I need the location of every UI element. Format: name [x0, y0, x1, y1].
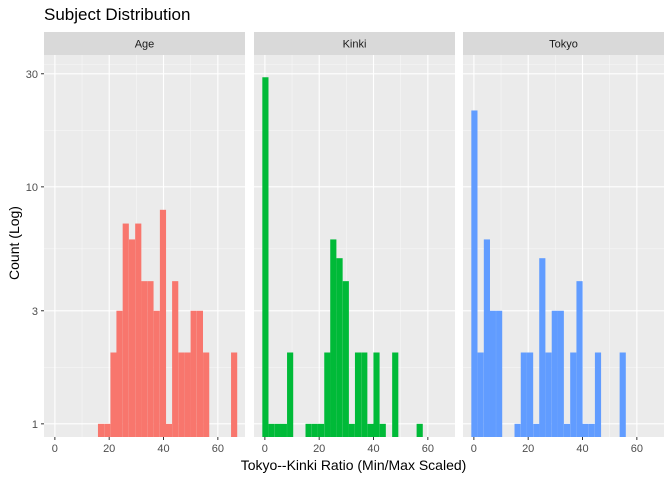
facet-strip-kinki [254, 32, 455, 55]
facet-strip-tokyo [463, 32, 664, 55]
histogram-bar-kinki [262, 77, 269, 437]
histogram-bar-kinki [354, 352, 362, 437]
y-tick-label: 1 [32, 419, 38, 431]
x-tick-label: 60 [212, 443, 224, 455]
histogram-bar-age [104, 423, 111, 437]
histogram-bar-kinki [324, 352, 331, 437]
histogram-bar-kinki [367, 423, 374, 437]
histogram-bar-tokyo [489, 310, 496, 437]
facet-panel-age: Age 0 20 40 60 [44, 32, 245, 455]
histogram-bar-age [110, 352, 117, 437]
histogram-bar-tokyo [545, 352, 552, 437]
x-tick-label: 20 [313, 443, 325, 455]
histogram-bar-age [153, 310, 160, 437]
histogram-bar-age [178, 352, 185, 437]
x-tick-label: 0 [262, 443, 268, 455]
histogram-bar-tokyo [514, 423, 521, 437]
histogram-bar-kinki [379, 423, 386, 437]
y-axis: 1 3 10 30 [26, 69, 44, 431]
x-tick-label: 40 [576, 443, 588, 455]
histogram-bar-age [116, 310, 123, 437]
chart-title: Subject Distribution [44, 5, 190, 24]
x-tick-label: 60 [631, 443, 643, 455]
histogram-bar-tokyo [496, 310, 503, 437]
facet-strip-age [44, 32, 245, 55]
histogram-bar-kinki [268, 423, 275, 437]
facet-panel-kinki: Kinki 0 20 40 60 [254, 32, 455, 455]
histogram-bar-kinki [336, 258, 343, 437]
histogram-bar-kinki [311, 423, 318, 437]
histogram-bar-age [147, 281, 154, 437]
histogram-bar-tokyo [533, 423, 540, 437]
facet-strip-label-tokyo: Tokyo [549, 39, 578, 51]
histogram-bar-kinki [330, 239, 337, 437]
histogram-bar-age [135, 223, 142, 437]
x-tick-label: 0 [471, 443, 477, 455]
histogram-bar-tokyo [477, 352, 484, 437]
facet-panels: Age 0 20 40 60 Kinki 0 20 40 60 Tokyo 0 20 40 60 [44, 32, 664, 455]
histogram-bar-age [231, 352, 238, 437]
histogram-bar-kinki [416, 423, 423, 437]
facet-strip-label-kinki: Kinki [343, 39, 367, 51]
facet-strip-label-age: Age [135, 39, 155, 51]
x-tick-label: 60 [422, 443, 434, 455]
histogram-bar-age [190, 310, 197, 437]
histogram-bar-kinki [318, 423, 325, 437]
histogram-bar-kinki [348, 423, 355, 437]
histogram-bar-kinki [342, 281, 349, 437]
histogram-bar-tokyo [563, 423, 571, 437]
histogram-bar-tokyo [471, 110, 478, 437]
panel-background-kinki [254, 55, 455, 437]
histogram-bar-age [203, 352, 210, 437]
y-tick-label: 10 [26, 182, 38, 194]
histogram-bar-age [97, 423, 105, 437]
x-tick-label: 40 [367, 443, 379, 455]
histogram-bar-kinki [392, 352, 399, 437]
histogram-bar-age [196, 310, 203, 437]
histogram-bar-age [172, 281, 179, 437]
histogram-bar-tokyo [483, 239, 490, 437]
x-axis-title: Tokyo--Kinki Ratio (Min/Max Scaled) [241, 457, 467, 473]
histogram-bar-kinki [305, 423, 312, 437]
histogram-bar-tokyo [557, 310, 564, 437]
x-tick-label: 20 [522, 443, 534, 455]
histogram-bar-kinki [280, 423, 287, 437]
x-tick-label: 0 [52, 443, 58, 455]
histogram-bar-tokyo [570, 352, 577, 437]
histogram-bar-age [184, 352, 191, 437]
x-tick-label: 20 [103, 443, 115, 455]
histogram-bar-age [165, 423, 173, 437]
x-tick-label: 40 [157, 443, 169, 455]
histogram-bar-tokyo [582, 423, 589, 437]
y-tick-label: 3 [32, 306, 38, 318]
histogram-bar-age [122, 223, 129, 437]
histogram-bar-tokyo [594, 352, 602, 437]
histogram-bar-age [141, 281, 148, 437]
histogram-bar-tokyo [619, 352, 626, 437]
histogram-bar-kinki [373, 352, 380, 437]
histogram-bar-tokyo [588, 423, 595, 437]
y-axis-title: Count (Log) [6, 206, 22, 280]
histogram-bar-tokyo [527, 352, 534, 437]
histogram-bar-tokyo [520, 352, 527, 437]
y-tick-label: 30 [26, 69, 38, 81]
facet-panel-tokyo: Tokyo 0 20 40 60 [463, 32, 664, 455]
histogram-bar-kinki [287, 352, 294, 437]
histogram-bar-kinki [274, 423, 281, 437]
histogram-bar-kinki [361, 352, 368, 437]
histogram-bar-tokyo [576, 281, 583, 437]
histogram-bar-age [159, 209, 167, 437]
histogram-bar-tokyo [551, 310, 558, 437]
histogram-bar-age [128, 239, 136, 437]
histogram-bar-tokyo [539, 258, 546, 437]
